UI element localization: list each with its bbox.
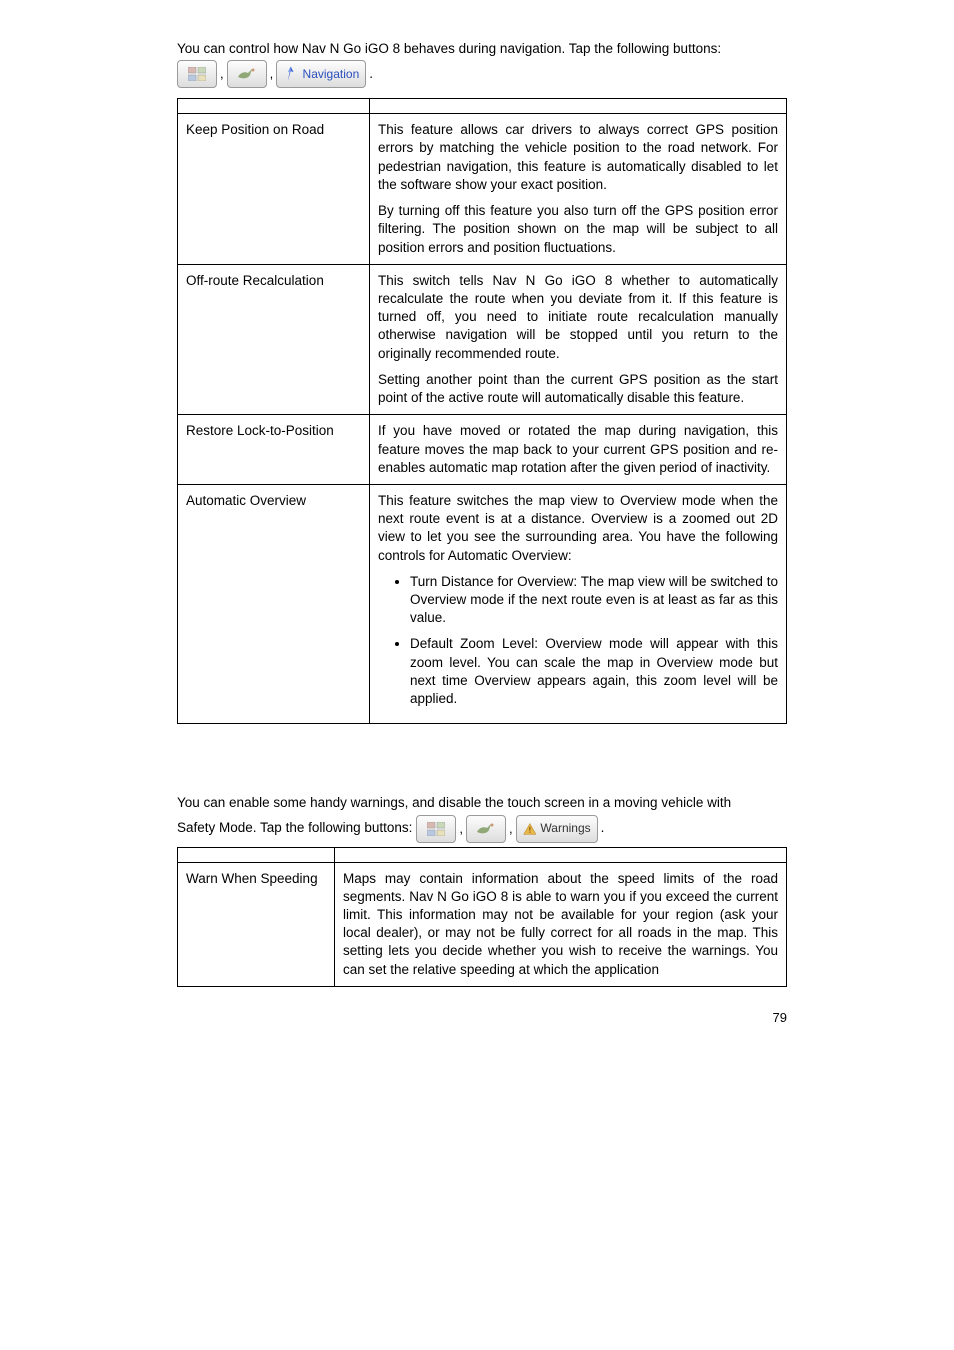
desc-para: Setting another point than the current G…	[378, 371, 778, 407]
page-number: 79	[177, 1009, 787, 1027]
desc-para: This switch tells Nav N Go iGO 8 whether…	[378, 272, 778, 363]
row-label: Automatic Overview	[178, 484, 370, 723]
crumb-end: .	[369, 65, 373, 83]
header-cell	[178, 99, 370, 114]
menu-button-1[interactable]	[177, 60, 217, 88]
row-label: Keep Position on Road	[178, 114, 370, 265]
settings-icon	[236, 67, 258, 81]
row-label: Warn When Speeding	[178, 862, 335, 986]
navigation-icon	[283, 65, 298, 83]
crumb-sep: ,	[270, 65, 274, 83]
settings-button-2[interactable]	[466, 815, 506, 843]
row-desc: Maps may contain information about the s…	[335, 862, 787, 986]
header-cell	[178, 847, 335, 862]
crumb-end: .	[601, 819, 605, 837]
desc-para: Maps may contain information about the s…	[343, 870, 778, 979]
warnings-button[interactable]: Warnings	[516, 815, 598, 843]
crumb-sep: ,	[509, 820, 513, 838]
desc-para: This feature allows car drivers to alway…	[378, 121, 778, 194]
crumb-sep: ,	[220, 65, 224, 83]
table-row: Off-route Recalculation This switch tell…	[178, 264, 787, 415]
menu-button-2[interactable]	[416, 815, 456, 843]
table-row: Automatic Overview This feature switches…	[178, 484, 787, 723]
table-row: Warn When Speeding Maps may contain info…	[178, 862, 787, 986]
warnings-label: Warnings	[540, 820, 590, 836]
table-row: Restore Lock-to-Position If you have mov…	[178, 415, 787, 485]
breadcrumb-2: , , Warnings .	[416, 815, 604, 843]
table-header-row	[178, 99, 787, 114]
navigation-button[interactable]: Navigation	[276, 60, 366, 88]
desc-para: By turning off this feature you also tur…	[378, 202, 778, 257]
intro-text-2a: You can enable some handy warnings, and …	[177, 795, 731, 810]
breadcrumb-1: , , Navigation .	[177, 60, 787, 88]
bullet-item: Default Zoom Level: Overview mode will a…	[410, 635, 778, 708]
header-cell	[370, 99, 787, 114]
table-row: Keep Position on Road This feature allow…	[178, 114, 787, 265]
row-desc: This switch tells Nav N Go iGO 8 whether…	[370, 264, 787, 415]
row-desc: This feature switches the map view to Ov…	[370, 484, 787, 723]
navigation-settings-table: Keep Position on Road This feature allow…	[177, 98, 787, 724]
table-header-row	[178, 847, 787, 862]
row-desc: If you have moved or rotated the map dur…	[370, 415, 787, 485]
settings-button-1[interactable]	[227, 60, 267, 88]
settings-icon	[475, 822, 497, 836]
menu-icon	[427, 822, 445, 836]
intro-text-2b: Safety Mode. Tap the following buttons:	[177, 819, 412, 837]
bullet-item: Turn Distance for Overview: The map view…	[410, 573, 778, 628]
row-label: Off-route Recalculation	[178, 264, 370, 415]
header-cell	[335, 847, 787, 862]
row-label: Restore Lock-to-Position	[178, 415, 370, 485]
row-desc: This feature allows car drivers to alway…	[370, 114, 787, 265]
bullet-list: Turn Distance for Overview: The map view…	[378, 573, 778, 709]
menu-icon	[188, 67, 206, 81]
navigation-label: Navigation	[303, 66, 360, 82]
crumb-sep: ,	[459, 820, 463, 838]
desc-para: This feature switches the map view to Ov…	[378, 492, 778, 565]
warnings-settings-table: Warn When Speeding Maps may contain info…	[177, 847, 787, 987]
desc-para: If you have moved or rotated the map dur…	[378, 422, 778, 477]
warning-icon	[523, 821, 537, 837]
intro-text-1: You can control how Nav N Go iGO 8 behav…	[177, 41, 721, 56]
